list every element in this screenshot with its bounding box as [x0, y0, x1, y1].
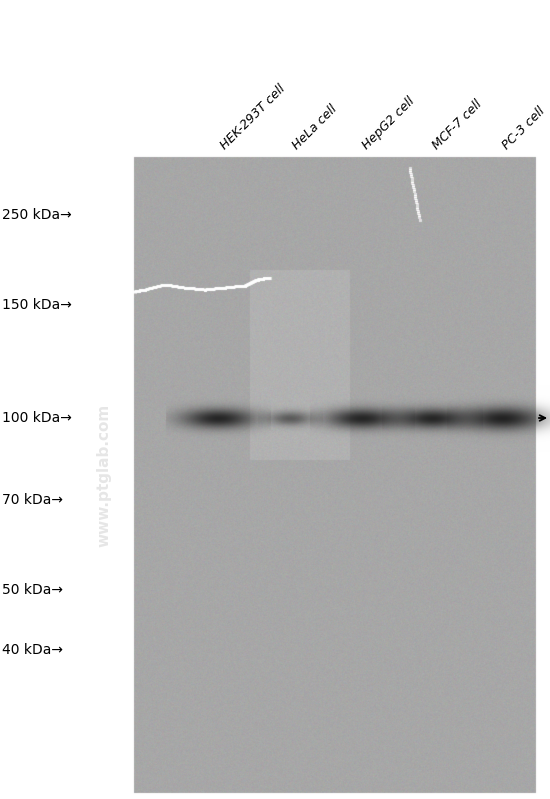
Text: www.ptglab.com: www.ptglab.com [96, 403, 112, 547]
Text: 70 kDa→: 70 kDa→ [2, 493, 63, 507]
Text: MCF-7 cell: MCF-7 cell [430, 97, 485, 152]
Text: 150 kDa→: 150 kDa→ [2, 298, 72, 312]
Text: 40 kDa→: 40 kDa→ [2, 643, 63, 657]
Text: HepG2 cell: HepG2 cell [360, 94, 417, 152]
Text: 100 kDa→: 100 kDa→ [2, 411, 72, 425]
Text: 250 kDa→: 250 kDa→ [2, 208, 72, 222]
Text: HeLa cell: HeLa cell [290, 102, 340, 152]
Text: HEK-293T cell: HEK-293T cell [218, 82, 288, 152]
Text: 50 kDa→: 50 kDa→ [2, 583, 63, 597]
Text: PC-3 cell: PC-3 cell [500, 105, 548, 152]
